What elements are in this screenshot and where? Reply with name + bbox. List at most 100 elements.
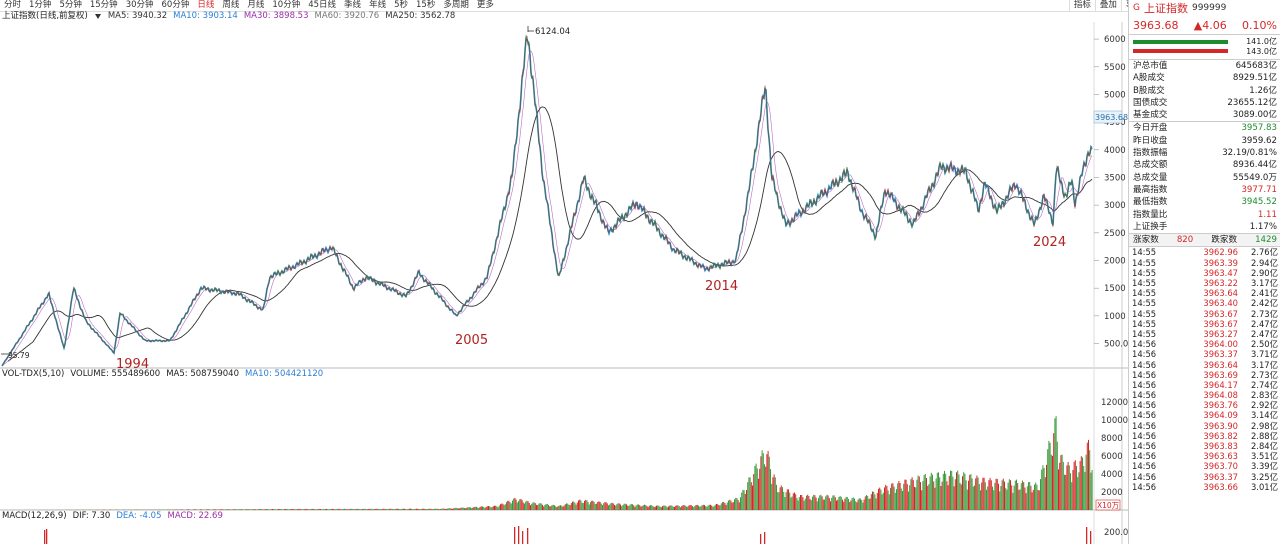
volume-bar	[771, 483, 773, 510]
volume-bar	[824, 499, 825, 510]
volume-bar	[286, 508, 288, 510]
index-title[interactable]: 上证指数	[1143, 2, 1188, 15]
volume-bar	[845, 496, 847, 510]
trade-row: 14:56 3963.70 3.39亿	[1129, 461, 1280, 471]
volume-bar	[621, 506, 623, 510]
period-tab[interactable]: 季线	[344, 0, 362, 10]
volume-bar	[560, 505, 561, 510]
volume-bar	[968, 480, 969, 510]
volume-bar	[580, 500, 582, 510]
volume-bar	[604, 502, 606, 510]
volume-bar	[429, 508, 431, 510]
period-tab[interactable]: 周线	[222, 0, 240, 10]
volume-bar	[476, 506, 477, 510]
volume-bar	[240, 509, 242, 510]
volume-bar	[953, 486, 955, 510]
volume-bar	[521, 500, 523, 510]
volume-bar	[322, 509, 324, 510]
volume-bar	[838, 497, 840, 510]
volume-bar	[916, 479, 918, 510]
period-tab[interactable]: 10分钟	[272, 0, 301, 10]
volume-bar	[155, 509, 157, 510]
volume-bar	[737, 499, 739, 510]
price-tick-label: 3000	[1104, 201, 1126, 211]
volume-bar	[687, 506, 689, 510]
volume-bar	[656, 505, 657, 510]
chart-area[interactable]: 6000550050004500400035003000250020001500…	[0, 0, 1128, 544]
volume-bar	[1067, 462, 1069, 510]
volume-bar	[747, 482, 749, 510]
volume-bar	[482, 506, 483, 510]
volume-bar	[1032, 489, 1034, 510]
volume-bar	[750, 482, 752, 510]
volume-bar	[452, 508, 453, 510]
volume-bar	[885, 484, 887, 510]
trade-row: 14:56 3963.83 2.84亿	[1129, 441, 1280, 451]
period-tab[interactable]: 年线	[369, 0, 387, 10]
toolbar-button[interactable]: 叠加	[1094, 0, 1121, 11]
volume-bar	[1086, 442, 1088, 510]
volume-bar	[833, 495, 835, 510]
period-tab[interactable]: 分时	[4, 0, 22, 10]
volume-bar	[1050, 454, 1052, 510]
period-tab[interactable]: 15分钟	[89, 0, 118, 10]
period-tab[interactable]: 15秒	[416, 0, 436, 10]
period-tab[interactable]: 60分钟	[161, 0, 190, 10]
breadth-row: 涨家数 820 跌家数 1429	[1129, 233, 1280, 247]
volume-bar	[1012, 492, 1014, 510]
volume-bar	[886, 486, 888, 510]
volume-bar	[609, 504, 611, 510]
volume-bar	[281, 509, 283, 510]
trade-price: 3963.40	[1203, 298, 1238, 309]
dropdown-caret-icon[interactable]	[94, 14, 101, 19]
volume-bar	[352, 508, 354, 510]
volume-bar	[432, 509, 434, 510]
volume-bar	[581, 502, 583, 510]
stat-row: 总成交额 8936.44亿	[1129, 159, 1280, 171]
period-tab[interactable]: 5秒	[394, 0, 408, 10]
volume-bar	[273, 509, 275, 510]
volume-bar	[312, 508, 314, 510]
period-tab[interactable]: 45日线	[308, 0, 337, 10]
volume-bar	[279, 508, 281, 510]
volume-bar	[600, 503, 602, 510]
volume-bar	[962, 476, 963, 510]
volume-bar	[653, 507, 655, 510]
period-tab[interactable]: 日线	[197, 0, 215, 10]
volume-bar	[759, 468, 761, 510]
volume-bar	[548, 504, 549, 510]
volume-bar	[929, 476, 931, 510]
volume-bar	[1000, 486, 1002, 510]
trade-row: 14:55 3963.22 3.17亿	[1129, 278, 1280, 288]
period-tab[interactable]: 月线	[247, 0, 265, 10]
trade-row: 14:55 3963.47 2.90亿	[1129, 268, 1280, 278]
volume-bar	[538, 503, 540, 510]
period-tab[interactable]: 5分钟	[59, 0, 82, 10]
volume-bar	[1011, 485, 1013, 510]
volume-bar	[1077, 477, 1079, 510]
stat-label: 今日开盘	[1133, 123, 1168, 134]
volume-bar	[244, 509, 246, 510]
volume-bar	[978, 484, 980, 510]
volume-bar	[611, 502, 613, 510]
period-tab[interactable]: 多周期	[443, 0, 469, 10]
trade-ticks[interactable]: 14:55 3962.96 2.76亿 14:55 3963.39 2.94亿 14:55 3…	[1129, 246, 1280, 492]
macd-bar	[514, 527, 516, 544]
period-tab[interactable]: 30分钟	[125, 0, 154, 10]
period-tab[interactable]: 更多	[476, 0, 494, 10]
toolbar-button[interactable]: 指标	[1068, 0, 1095, 11]
volume-bar	[630, 504, 632, 510]
volume-bar	[135, 509, 137, 510]
volume-bar	[917, 475, 919, 510]
volume-bar	[992, 486, 993, 510]
volume-bar	[526, 500, 528, 510]
volume-bar	[576, 502, 578, 510]
volume-bar	[1034, 484, 1035, 510]
volume-bar	[941, 481, 943, 510]
volume-bar	[910, 479, 912, 510]
volume-bar	[262, 509, 264, 510]
volume-bar	[930, 472, 932, 510]
volume-bar	[927, 485, 929, 510]
period-tab[interactable]: 1分钟	[29, 0, 52, 10]
volume-bar	[423, 508, 425, 510]
